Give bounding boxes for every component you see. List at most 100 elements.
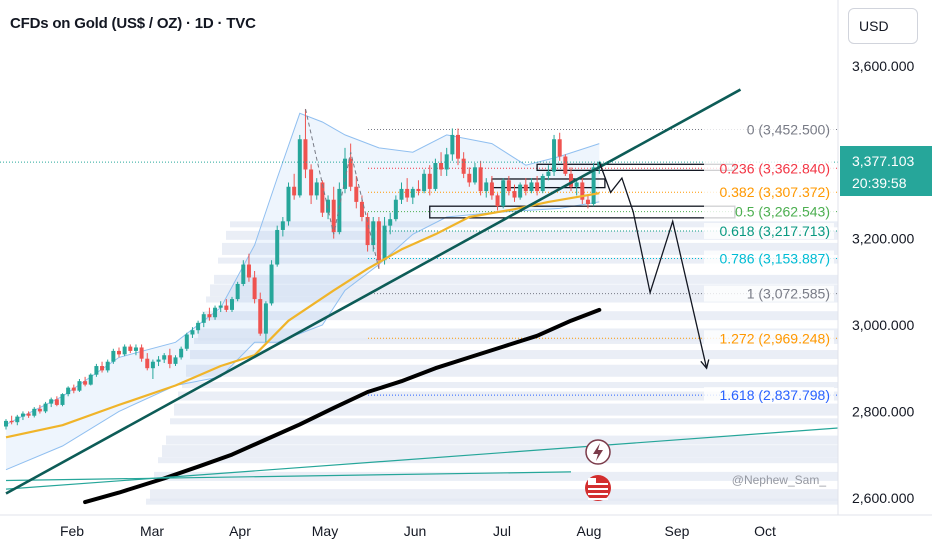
fib-label-0.5: 0.5 (3,262.543) [735, 204, 830, 220]
candle-body [518, 184, 523, 198]
candle-body [410, 188, 415, 198]
candle-body [439, 163, 444, 170]
candle-body [433, 163, 438, 189]
candle-body [472, 167, 477, 183]
candle [173, 355, 178, 367]
candle-body [376, 221, 381, 261]
candle [563, 154, 568, 176]
fib-label-bg [704, 285, 834, 302]
candle [150, 359, 155, 379]
x-tick-label-aug: Aug [577, 523, 602, 539]
candle [196, 320, 201, 334]
candle-body [388, 219, 393, 226]
candle [540, 173, 545, 194]
candle [9, 415, 14, 425]
candle [179, 346, 184, 360]
candle [105, 359, 110, 373]
support-band [166, 435, 838, 445]
candle-body [585, 199, 590, 205]
lightning-icon-bolt [593, 443, 603, 461]
candle [263, 301, 268, 343]
candle [495, 193, 500, 211]
x-tick-label-apr: Apr [229, 523, 251, 539]
candle [224, 299, 229, 313]
x-tick-label-jul: Jul [493, 523, 511, 539]
candle [456, 128, 460, 166]
us-flag-stripe [588, 483, 608, 485]
long-trendline [5, 471, 572, 482]
candle [43, 401, 48, 414]
candle [280, 217, 285, 237]
candle-body [484, 182, 489, 192]
candle-body [26, 413, 31, 416]
currency-selector[interactable]: USD [848, 8, 918, 44]
projection-arrow-head [700, 359, 710, 370]
support-band [158, 457, 838, 464]
candle [20, 411, 25, 421]
candle [489, 175, 494, 200]
candle [15, 414, 20, 426]
fib-label-0.786: 0.786 (3,153.887) [719, 251, 830, 267]
candle [184, 332, 189, 351]
candle-body [467, 173, 472, 183]
candle-body [150, 361, 155, 369]
candle-body [512, 191, 517, 198]
candle-body [196, 322, 201, 331]
fib-label-bg [704, 222, 834, 239]
fib-label-1: 1 (3,072.585) [747, 286, 830, 302]
x-tick-label-oct: Oct [754, 523, 776, 539]
candle-body [461, 158, 466, 174]
candle-body [179, 348, 184, 358]
bollinger-upper [5, 112, 600, 425]
candle [512, 184, 517, 202]
candle-body [535, 182, 540, 192]
support-band [206, 296, 838, 303]
candle [190, 327, 195, 338]
candle-body [252, 277, 257, 300]
support-band [218, 257, 838, 264]
candle [94, 363, 99, 377]
candle-body [15, 416, 20, 423]
candle [156, 356, 161, 367]
candle [388, 212, 393, 235]
candle-body [49, 399, 54, 404]
ema-long-line [83, 307, 602, 505]
candle [167, 348, 172, 369]
candle-body [9, 420, 14, 423]
y-tick-label: 2,800.000 [852, 403, 914, 419]
candle [450, 128, 455, 161]
candle [66, 386, 71, 397]
fib-label-bg [704, 330, 834, 347]
candle [246, 253, 251, 282]
candle [213, 305, 218, 320]
candle [111, 348, 116, 364]
candle [393, 195, 398, 222]
candle [207, 307, 212, 321]
fib-label-bg [704, 387, 834, 404]
candle-body [326, 199, 331, 213]
candle-body [263, 303, 268, 334]
candle-body [597, 162, 602, 168]
candle [145, 353, 150, 371]
candle [252, 271, 257, 304]
fib-label-0: 0 (3,452.500) [747, 122, 830, 138]
candle-body [416, 188, 421, 192]
candle-body [292, 186, 297, 196]
candle [518, 182, 523, 200]
candle-body [139, 347, 144, 359]
candle [484, 178, 489, 198]
candle [422, 169, 427, 194]
candle-body [213, 307, 218, 318]
fib-label-bg [704, 160, 834, 177]
candle-body [111, 350, 116, 362]
candle [557, 132, 562, 161]
support-band [170, 418, 838, 425]
candle-body [314, 182, 319, 196]
candle [416, 180, 421, 196]
candle-body [4, 420, 8, 427]
candle-body [489, 182, 494, 196]
y-tick-label: 3,600.000 [852, 58, 914, 74]
candle [37, 404, 42, 414]
support-band [202, 311, 838, 321]
